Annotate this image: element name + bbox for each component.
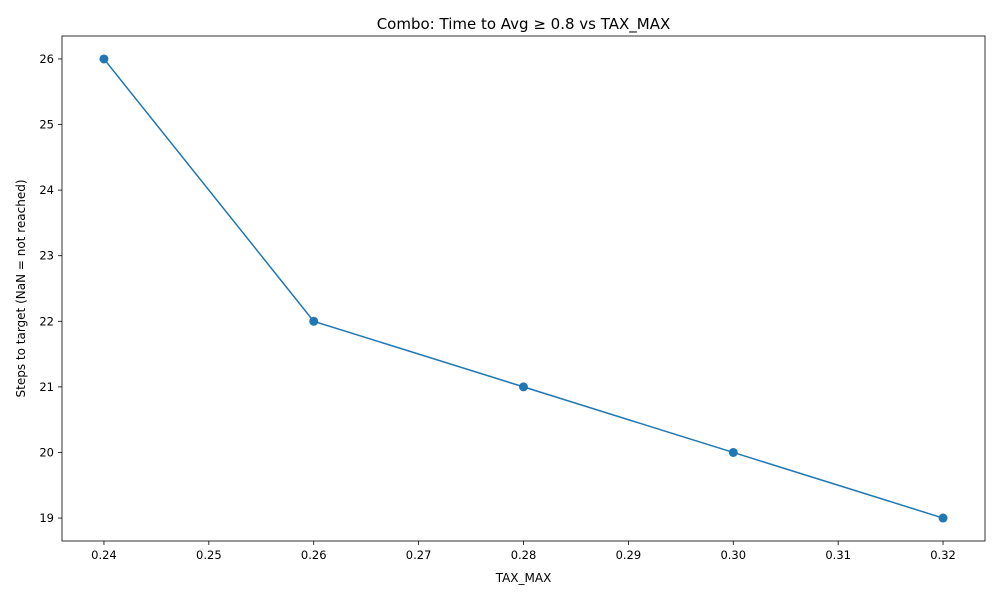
data-point xyxy=(309,316,319,326)
y-axis: 19 20 21 22 23 24 25 26 xyxy=(39,52,62,525)
plot-frame xyxy=(61,35,986,542)
y-tick-label: 26 xyxy=(39,52,54,66)
y-tick-label: 22 xyxy=(39,314,54,328)
x-tick-label: 0.30 xyxy=(720,548,746,562)
chart-title: Combo: Time to Avg ≥ 0.8 vs TAX_MAX xyxy=(377,15,671,34)
y-axis-label: Steps to target (NaN = not reached) xyxy=(14,180,28,398)
data-point xyxy=(728,447,738,457)
x-tick-label: 0.25 xyxy=(196,548,222,562)
y-tick-label: 19 xyxy=(39,511,54,525)
x-tick-label: 0.24 xyxy=(91,548,117,562)
x-axis-label: TAX_MAX xyxy=(495,571,552,585)
y-tick-label: 20 xyxy=(39,445,54,459)
x-tick-label: 0.31 xyxy=(825,548,851,562)
x-tick-label: 0.32 xyxy=(930,548,956,562)
x-tick-label: 0.28 xyxy=(511,548,537,562)
y-tick-label: 21 xyxy=(39,380,54,394)
x-tick-label: 0.26 xyxy=(301,548,327,562)
x-tick-label: 0.29 xyxy=(616,548,642,562)
y-tick-label: 25 xyxy=(39,118,54,132)
series-layer xyxy=(99,54,948,523)
y-tick-label: 24 xyxy=(39,183,54,197)
x-axis: 0.24 0.25 0.26 0.27 0.28 0.29 0.30 0.31 0.32 xyxy=(91,541,956,562)
y-tick-label: 23 xyxy=(39,249,54,263)
data-point xyxy=(99,54,109,64)
data-point xyxy=(938,513,948,523)
x-tick-label: 0.27 xyxy=(406,548,432,562)
series-line xyxy=(103,58,944,519)
data-point xyxy=(519,382,528,392)
